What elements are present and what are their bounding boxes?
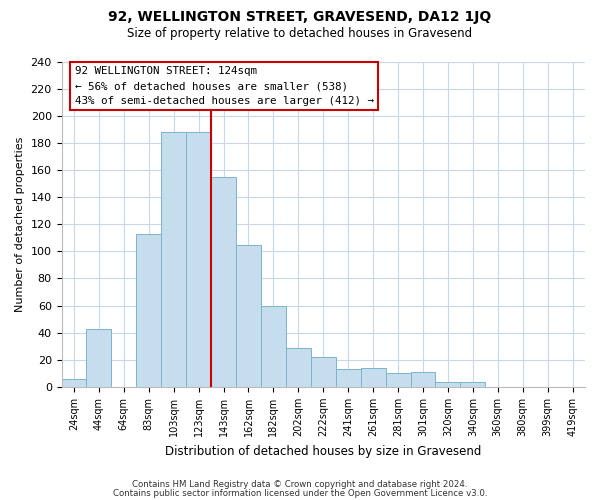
Bar — [286, 348, 311, 387]
Text: Size of property relative to detached houses in Gravesend: Size of property relative to detached ho… — [127, 28, 473, 40]
Bar — [436, 382, 460, 387]
Bar — [136, 234, 161, 387]
Bar — [386, 374, 410, 387]
X-axis label: Distribution of detached houses by size in Gravesend: Distribution of detached houses by size … — [165, 444, 481, 458]
Bar — [186, 132, 211, 387]
Bar — [361, 368, 386, 387]
Bar — [460, 382, 485, 387]
Text: Contains public sector information licensed under the Open Government Licence v3: Contains public sector information licen… — [113, 490, 487, 498]
Bar — [211, 177, 236, 387]
Bar — [311, 357, 336, 387]
Y-axis label: Number of detached properties: Number of detached properties — [15, 136, 25, 312]
Bar — [410, 372, 436, 387]
Text: 92, WELLINGTON STREET, GRAVESEND, DA12 1JQ: 92, WELLINGTON STREET, GRAVESEND, DA12 1… — [109, 10, 491, 24]
Text: 92 WELLINGTON STREET: 124sqm
← 56% of detached houses are smaller (538)
43% of s: 92 WELLINGTON STREET: 124sqm ← 56% of de… — [74, 66, 374, 106]
Bar — [236, 244, 261, 387]
Text: Contains HM Land Registry data © Crown copyright and database right 2024.: Contains HM Land Registry data © Crown c… — [132, 480, 468, 489]
Bar — [161, 132, 186, 387]
Bar — [261, 306, 286, 387]
Bar — [336, 370, 361, 387]
Bar — [62, 379, 86, 387]
Bar — [86, 328, 112, 387]
